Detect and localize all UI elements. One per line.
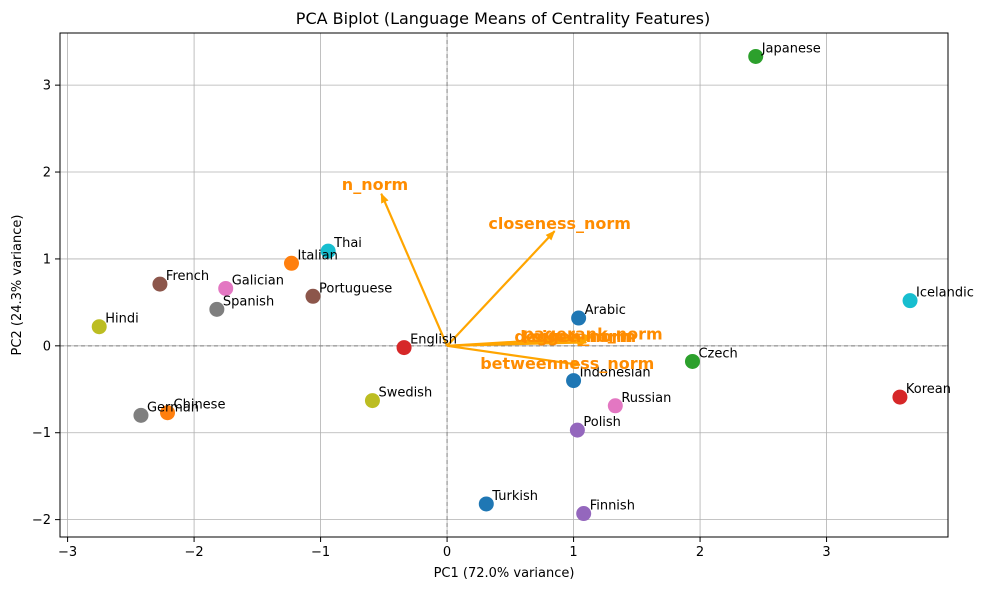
grid [60,33,948,537]
data-point [571,310,587,326]
x-tick-label: 2 [696,545,704,560]
y-tick-label: 2 [43,166,51,181]
data-point [684,353,700,369]
data-point [576,506,592,522]
data-point [478,496,494,512]
y-axis-label: PC2 (24.3% variance) [10,215,25,356]
point-label: Czech [698,346,737,361]
y-tick-label: 3 [43,79,51,94]
scatter-points [91,48,918,522]
point-label: Chinese [174,398,226,413]
point-label: Spanish [223,294,274,309]
plot-frame [59,32,949,538]
y-tick-label: 1 [43,252,51,267]
loading-label: degree_norm [514,327,632,346]
loading-arrow [380,192,449,347]
point-label: Swedish [378,386,432,401]
point-label: Turkish [491,489,538,504]
zero-lines [60,33,948,537]
point-label: Polish [583,415,621,430]
point-label: Portuguese [319,281,392,296]
loading-label: n_norm [342,175,408,194]
x-tick-label: 3 [822,545,830,560]
point-label: Thai [333,236,362,251]
point-label: Russian [621,391,671,406]
point-label: Italian [297,248,337,263]
data-point [209,301,225,317]
x-tick-label: 1 [569,545,577,560]
loading-label: pagerank_norm [522,325,662,344]
data-point [902,293,918,309]
point-label: French [166,269,209,284]
data-point [305,288,321,304]
x-tick-label: −2 [184,545,203,560]
loading-label: eigen_norm [531,327,636,346]
data-point [160,405,176,421]
point-label: German [147,400,199,415]
point-label: Arabic [585,303,626,318]
point-label: Finnish [590,499,635,514]
loading-label: closeness_norm [488,214,631,233]
loading-arrow [446,230,556,347]
loading-label: betweenness_norm [480,354,654,373]
x-tick-label: −3 [58,545,77,560]
x-tick-label: 0 [443,545,451,560]
point-label: Korean [906,382,951,397]
data-point [748,48,764,64]
point-label: Galician [232,273,284,288]
data-point [91,319,107,335]
point-label: Japanese [761,41,821,56]
chart-title: PCA Biplot (Language Means of Centrality… [296,9,710,28]
data-point [152,276,168,292]
x-tick-label: −1 [311,545,330,560]
data-point [607,398,623,414]
data-point [566,373,582,389]
y-tick-label: 0 [43,339,51,354]
data-point [364,393,380,409]
x-axis-label: PC1 (72.0% variance) [434,566,575,581]
point-label: Hindi [105,312,139,327]
data-point [283,255,299,271]
y-tick-label: −2 [32,513,51,528]
data-point [320,243,336,259]
y-tick-label: −1 [32,426,51,441]
data-point [133,407,149,423]
loading-arrow [447,336,590,347]
loading-labels: n_norm closeness_norm pagerank_normdegree_… [342,175,663,373]
data-point [569,422,585,438]
axis-ticks: −3 −2 −1 0 1 2 3 −2 −1 0 1 2 3 [32,79,831,560]
point-label: Indonesian [580,366,651,381]
data-point [396,340,412,356]
loading-vectors [380,192,594,368]
loading-arrow [446,344,581,368]
data-point [218,280,234,296]
point-label: English [410,333,457,348]
data-point [892,389,908,405]
point-label: Icelandic [916,286,974,301]
